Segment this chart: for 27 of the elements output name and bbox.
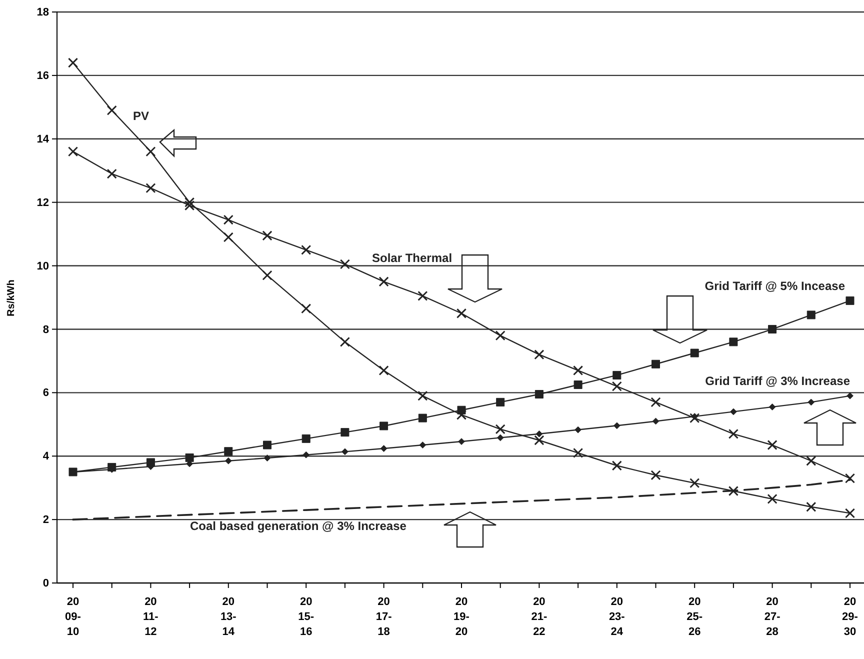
y-tick-label: 16 <box>36 70 49 82</box>
y-tick-label: 14 <box>36 133 50 146</box>
y-tick-label: 2 <box>42 514 49 526</box>
x-tick-label: 2021-22 <box>531 596 548 638</box>
y-tick-label: 10 <box>36 260 49 272</box>
x-tick-label: 2023-24 <box>608 596 626 638</box>
x-tick-label: 2011-12 <box>143 596 159 638</box>
x-tick-label: 2027-28 <box>764 596 781 638</box>
y-tick-label: 12 <box>36 196 49 209</box>
series-label: Coal based generation @ 3% Increase <box>190 519 407 533</box>
x-tick-label: 2017-18 <box>376 596 392 638</box>
x-tick-label: 2009-10 <box>65 596 82 638</box>
y-tick-label: 8 <box>42 324 49 336</box>
y-axis-title: Rs/kWh <box>6 280 17 316</box>
y-tick-label: 4 <box>42 450 50 463</box>
y-tick-label: 6 <box>42 387 49 400</box>
series-label: PV <box>133 109 150 123</box>
x-tick-label: 2029-30 <box>842 596 858 638</box>
x-tick-label: 2025-26 <box>686 596 703 638</box>
x-tick-label: 2019-20 <box>454 596 470 638</box>
series-label: Grid Tariff @ 3% Increase <box>705 374 850 388</box>
y-tick-label: 18 <box>36 6 49 19</box>
series-label: Solar Thermal <box>372 251 452 265</box>
series-label: Grid Tariff @ 5% Incease <box>704 279 846 293</box>
x-tick-label: 2015-16 <box>298 596 314 638</box>
y-tick-label: 0 <box>42 578 49 590</box>
x-tick-label: 2013-14 <box>220 596 237 638</box>
